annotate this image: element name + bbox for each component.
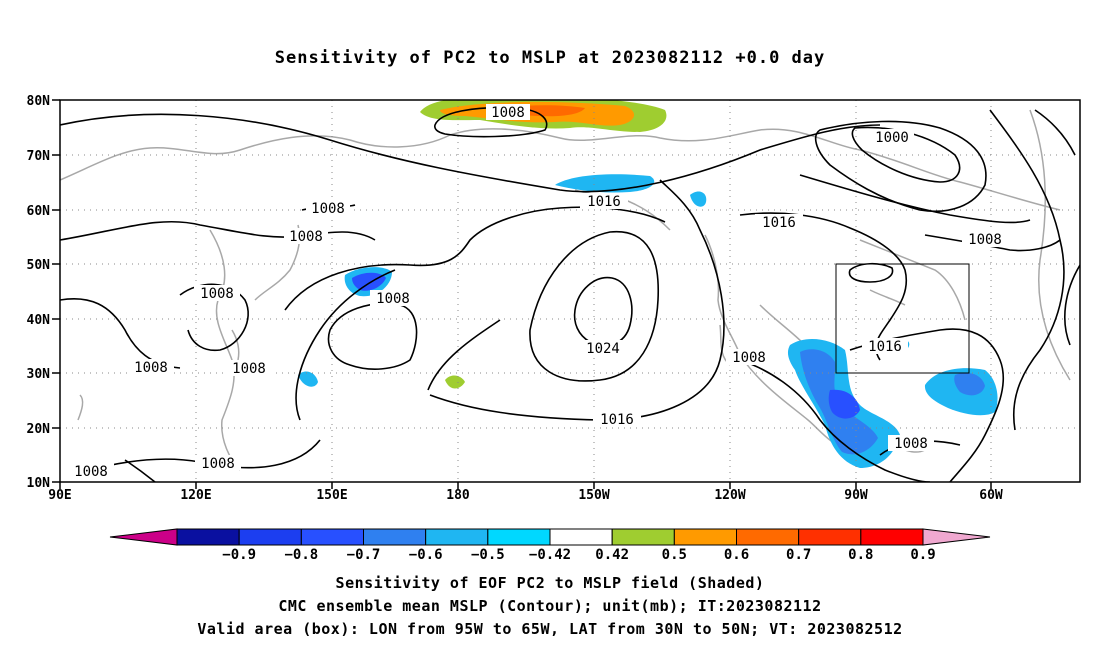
- axis-ticks: [52, 99, 992, 489]
- valid-area-box: [835, 263, 970, 374]
- contour-label: 1000: [875, 130, 909, 146]
- contour-label: 1016: [762, 215, 796, 231]
- mslp-contours: [60, 106, 1080, 482]
- colorbar-swatch: [176, 528, 240, 546]
- graticule: [60, 100, 1080, 482]
- lat-label: 70N: [27, 149, 51, 164]
- colorbar-swatch: [363, 528, 427, 546]
- contour-label: 1008: [894, 436, 928, 452]
- colorbar-tick-label: 0.6: [724, 547, 749, 563]
- colorbar-tick-label: −0.8: [284, 547, 318, 563]
- colorbar-tick-label: 0.7: [786, 547, 811, 563]
- colorbar-arrow-high: [922, 528, 991, 546]
- contour-label: 1008: [200, 286, 234, 302]
- colorbar-swatch: [860, 528, 924, 546]
- contour-label: 1016: [587, 194, 621, 210]
- contour-label: 1008: [732, 350, 766, 366]
- sensitivity-shading: [298, 100, 998, 468]
- colorbar-swatch: [425, 528, 489, 546]
- lon-label: 120W: [714, 488, 745, 503]
- contour-label: 1024: [586, 341, 620, 357]
- contour-label: 1016: [600, 412, 634, 428]
- lon-label: 90W: [844, 488, 868, 503]
- lat-label: 10N: [27, 476, 51, 491]
- caption-valid-area: Valid area (box): LON from 95W to 65W, L…: [197, 620, 903, 638]
- colorbar-tick-label: 0.5: [662, 547, 687, 563]
- colorbar-tick-label: −0.6: [409, 547, 443, 563]
- colorbar-tick-label: −0.9: [222, 547, 256, 563]
- lon-label: 90E: [48, 488, 71, 503]
- contour-label: 1008: [232, 361, 266, 377]
- caption-contour: CMC ensemble mean MSLP (Contour); unit(m…: [278, 597, 822, 615]
- map-frame: [59, 99, 1081, 483]
- colorbar: −0.9 −0.8 −0.7 −0.6 −0.5 −0.42 0.42 0.5 0.6 0.7 0.…: [109, 528, 991, 563]
- lat-label: 40N: [27, 313, 51, 328]
- contour-label: 1008: [311, 201, 345, 217]
- lat-label: 20N: [27, 422, 51, 437]
- colorbar-swatch: [798, 528, 862, 546]
- contour-label: 1008: [491, 105, 525, 121]
- lon-label: 150W: [578, 488, 609, 503]
- colorbar-tick-label: −0.5: [471, 547, 505, 563]
- colorbar-swatch: [549, 528, 613, 546]
- lon-label: 180: [446, 488, 470, 503]
- contour-label: 1016: [868, 339, 902, 355]
- lon-label: 60W: [979, 488, 1003, 503]
- colorbar-swatch: [238, 528, 302, 546]
- colorbar-arrow-low: [109, 528, 178, 546]
- colorbar-swatch: [736, 528, 800, 546]
- figure-title: Sensitivity of PC2 to MSLP at 2023082112…: [274, 48, 826, 68]
- lat-label: 60N: [27, 204, 51, 219]
- contour-label: 1008: [968, 232, 1002, 248]
- lat-label: 80N: [27, 94, 51, 109]
- colorbar-tick-label: 0.42: [595, 547, 629, 563]
- lat-label: 50N: [27, 258, 51, 273]
- contour-label: 1008: [134, 360, 168, 376]
- lon-label: 120E: [180, 488, 211, 503]
- colorbar-tick-label: 0.9: [910, 547, 935, 563]
- contour-label-layer: 1008 1000 1016 1008 1008 1016 1008 1008 …: [128, 104, 1008, 452]
- colorbar-tick-label: −0.42: [529, 547, 571, 563]
- lat-label: 30N: [27, 367, 51, 382]
- coastlines: [60, 109, 1071, 471]
- colorbar-swatch: [300, 528, 365, 546]
- colorbar-swatch: [487, 528, 551, 546]
- caption-shading: Sensitivity of EOF PC2 to MSLP field (Sh…: [335, 574, 765, 592]
- colorbar-swatch: [611, 528, 675, 546]
- contour-label: 1008: [201, 456, 235, 472]
- colorbar-swatch: [673, 528, 737, 546]
- contour-label: 1008: [289, 229, 323, 245]
- contour-label: 1008: [376, 291, 410, 307]
- colorbar-tick-label: −0.7: [347, 547, 381, 563]
- colorbar-tick-label: 0.8: [848, 547, 873, 563]
- contour-label: 1008: [74, 464, 108, 480]
- lon-label: 150E: [316, 488, 347, 503]
